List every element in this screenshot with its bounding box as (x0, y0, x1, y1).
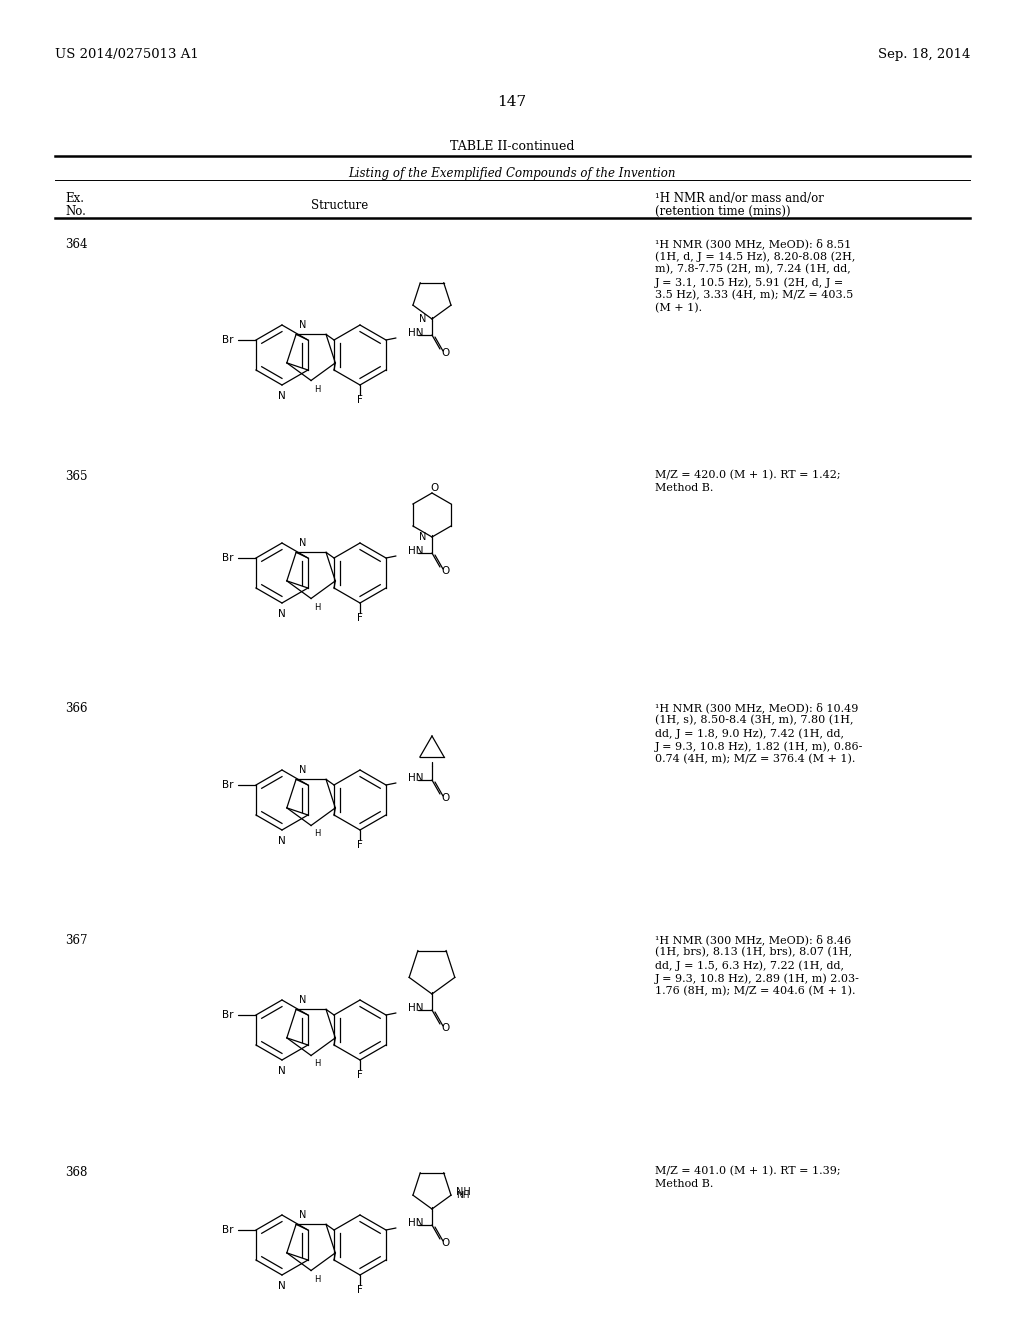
Text: (M + 1).: (M + 1). (655, 304, 702, 313)
Text: N: N (299, 1210, 306, 1221)
Text: (1H, s), 8.50-8.4 (3H, m), 7.80 (1H,: (1H, s), 8.50-8.4 (3H, m), 7.80 (1H, (655, 715, 853, 726)
Text: N: N (279, 1280, 286, 1291)
Text: Sep. 18, 2014: Sep. 18, 2014 (878, 48, 970, 61)
Text: (1H, brs), 8.13 (1H, brs), 8.07 (1H,: (1H, brs), 8.13 (1H, brs), 8.07 (1H, (655, 946, 852, 957)
Text: 368: 368 (65, 1166, 87, 1179)
Text: N: N (279, 1067, 286, 1076)
Text: HN: HN (408, 774, 424, 783)
Text: O: O (441, 566, 451, 576)
Text: O: O (431, 483, 439, 492)
Text: O: O (441, 1023, 451, 1034)
Text: H: H (314, 384, 321, 393)
Text: ¹H NMR (300 MHz, MeOD): δ 8.46: ¹H NMR (300 MHz, MeOD): δ 8.46 (655, 935, 851, 945)
Text: dd, J = 1.5, 6.3 Hz), 7.22 (1H, dd,: dd, J = 1.5, 6.3 Hz), 7.22 (1H, dd, (655, 960, 844, 970)
Text: H: H (314, 829, 321, 838)
Text: H: H (314, 1275, 321, 1283)
Text: Br: Br (222, 335, 234, 345)
Text: 366: 366 (65, 702, 87, 715)
Text: 367: 367 (65, 935, 87, 946)
Text: N: N (419, 532, 426, 543)
Text: M/Z = 401.0 (M + 1). RT = 1.39;: M/Z = 401.0 (M + 1). RT = 1.39; (655, 1166, 841, 1176)
Text: ¹H NMR (300 MHz, MeOD): δ 8.51: ¹H NMR (300 MHz, MeOD): δ 8.51 (655, 238, 851, 248)
Text: N: N (299, 995, 306, 1006)
Text: 3.5 Hz), 3.33 (4H, m); M/Z = 403.5: 3.5 Hz), 3.33 (4H, m); M/Z = 403.5 (655, 290, 853, 301)
Text: Br: Br (222, 1010, 234, 1020)
Text: N: N (279, 836, 286, 846)
Text: 365: 365 (65, 470, 87, 483)
Text: N: N (419, 314, 426, 323)
Text: NH: NH (456, 1187, 471, 1197)
Text: TABLE II-continued: TABLE II-continued (450, 140, 574, 153)
Text: 1.76 (8H, m); M/Z = 404.6 (M + 1).: 1.76 (8H, m); M/Z = 404.6 (M + 1). (655, 986, 855, 997)
Text: O: O (441, 1238, 451, 1247)
Text: M/Z = 420.0 (M + 1). RT = 1.42;: M/Z = 420.0 (M + 1). RT = 1.42; (655, 470, 841, 480)
Text: Listing of the Exemplified Compounds of the Invention: Listing of the Exemplified Compounds of … (348, 168, 676, 180)
Text: 147: 147 (498, 95, 526, 110)
Text: F: F (357, 840, 362, 850)
Text: Ex.: Ex. (65, 191, 84, 205)
Text: N: N (279, 391, 286, 401)
Text: No.: No. (65, 205, 86, 218)
Text: Br: Br (222, 1225, 234, 1236)
Text: m), 7.8-7.75 (2H, m), 7.24 (1H, dd,: m), 7.8-7.75 (2H, m), 7.24 (1H, dd, (655, 264, 851, 275)
Text: US 2014/0275013 A1: US 2014/0275013 A1 (55, 48, 199, 61)
Text: HN: HN (408, 327, 424, 338)
Text: N: N (279, 609, 286, 619)
Text: Br: Br (222, 553, 234, 564)
Text: 0.74 (4H, m); M/Z = 376.4 (M + 1).: 0.74 (4H, m); M/Z = 376.4 (M + 1). (655, 754, 855, 764)
Text: NH: NH (456, 1191, 469, 1200)
Text: (retention time (mins)): (retention time (mins)) (655, 205, 791, 218)
Text: H: H (314, 1060, 321, 1068)
Text: O: O (441, 793, 451, 803)
Text: HN: HN (408, 1218, 424, 1228)
Text: Structure: Structure (311, 199, 369, 213)
Text: (1H, d, J = 14.5 Hz), 8.20-8.08 (2H,: (1H, d, J = 14.5 Hz), 8.20-8.08 (2H, (655, 251, 855, 261)
Text: O: O (441, 348, 451, 358)
Text: N: N (299, 766, 306, 775)
Text: F: F (357, 1071, 362, 1080)
Text: HN: HN (408, 1003, 424, 1012)
Text: 364: 364 (65, 238, 87, 251)
Text: F: F (357, 1284, 362, 1295)
Text: Br: Br (222, 780, 234, 789)
Text: J = 9.3, 10.8 Hz), 1.82 (1H, m), 0.86-: J = 9.3, 10.8 Hz), 1.82 (1H, m), 0.86- (655, 741, 863, 751)
Text: Method B.: Method B. (655, 1179, 714, 1189)
Text: J = 3.1, 10.5 Hz), 5.91 (2H, d, J =: J = 3.1, 10.5 Hz), 5.91 (2H, d, J = (655, 277, 844, 288)
Text: ¹H NMR (300 MHz, MeOD): δ 10.49: ¹H NMR (300 MHz, MeOD): δ 10.49 (655, 702, 858, 713)
Text: F: F (357, 612, 362, 623)
Text: N: N (299, 321, 306, 330)
Text: Method B.: Method B. (655, 483, 714, 492)
Text: N: N (299, 539, 306, 548)
Text: J = 9.3, 10.8 Hz), 2.89 (1H, m) 2.03-: J = 9.3, 10.8 Hz), 2.89 (1H, m) 2.03- (655, 973, 860, 983)
Text: HN: HN (408, 546, 424, 556)
Text: H: H (314, 602, 321, 611)
Text: ¹H NMR and/or mass and/or: ¹H NMR and/or mass and/or (655, 191, 824, 205)
Text: F: F (357, 395, 362, 405)
Text: dd, J = 1.8, 9.0 Hz), 7.42 (1H, dd,: dd, J = 1.8, 9.0 Hz), 7.42 (1H, dd, (655, 729, 844, 739)
